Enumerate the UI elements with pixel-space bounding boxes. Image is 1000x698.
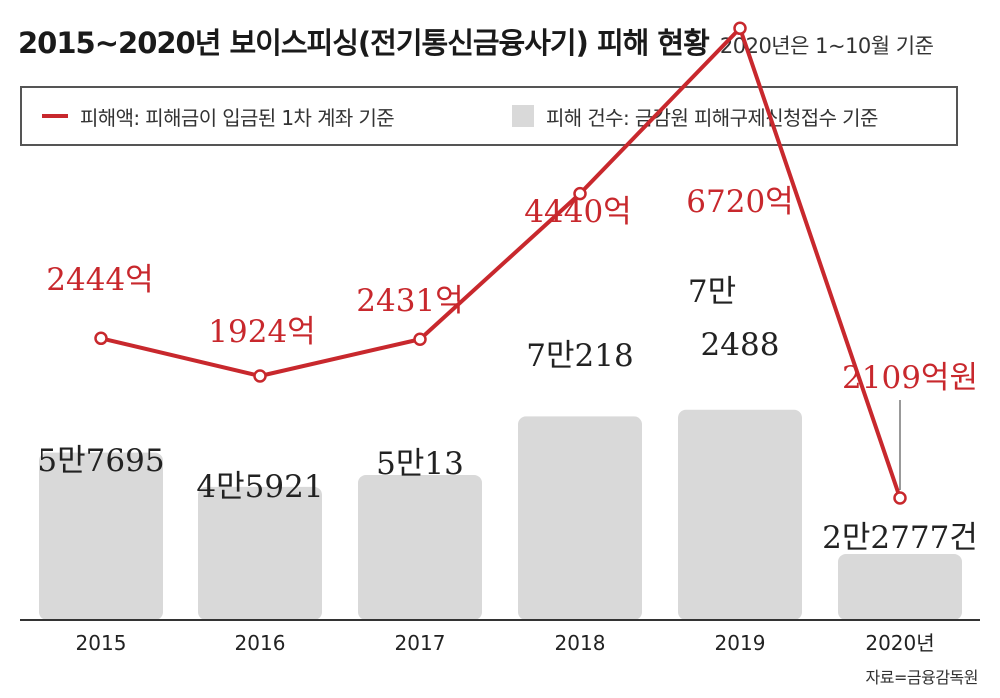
chart-title: 2015~2020년 보이스피싱(전기통신금융사기) 피해 현황 xyxy=(18,26,710,60)
bar-2016 xyxy=(198,486,322,620)
legend-line-swatch xyxy=(42,114,68,118)
bar-2017 xyxy=(358,474,482,620)
x-tick-label: 2019 xyxy=(715,631,766,655)
line-point-2017 xyxy=(413,332,427,346)
bar-2018 xyxy=(518,416,642,620)
legend-line-label: 피해액: 피해금이 입금된 1차 계좌 기준 xyxy=(80,105,395,130)
legend-item-line: 피해액: 피해금이 입금된 1차 계좌 기준 xyxy=(42,88,395,144)
line-value-label: 6720억 xyxy=(686,184,793,220)
bar-value-label: 5만13 xyxy=(376,446,464,482)
bar-2015 xyxy=(39,452,163,620)
damage-line xyxy=(100,26,902,499)
bar-value-label: 7만 xyxy=(688,274,736,310)
x-tick-label: 2018 xyxy=(555,631,606,655)
line-value-label: 2431억 xyxy=(356,283,463,319)
x-tick-label: 2020년 xyxy=(865,631,934,655)
line-point-2020년 xyxy=(893,491,907,505)
bar-2020년 xyxy=(838,553,962,620)
chart-subtitle: 2020년은 1~10월 기준 xyxy=(719,34,934,58)
x-tick-label: 2017 xyxy=(395,631,446,655)
bar-value-label: 5만7695 xyxy=(37,443,164,479)
x-tick-label: 2016 xyxy=(235,631,286,655)
legend-bar-swatch xyxy=(512,105,534,127)
source-note: 자료=금융감독원 xyxy=(865,668,979,687)
bar-value-label: 2488 xyxy=(701,327,780,363)
legend: 피해액: 피해금이 입금된 1차 계좌 기준 피해 건수: 금감원 피해구제신청… xyxy=(20,86,958,146)
line-value-label: 2109억원 xyxy=(842,360,978,396)
bar-value-label: 4만5921 xyxy=(196,469,323,505)
bar-value-label: 2만2777건 xyxy=(822,520,978,556)
line-value-label: 2444억 xyxy=(46,262,153,298)
line-point-2016 xyxy=(253,369,267,383)
legend-item-bar: 피해 건수: 금감원 피해구제신청접수 기준 xyxy=(512,88,878,144)
line-point-2019 xyxy=(733,21,747,36)
line-value-label: 4440억 xyxy=(524,194,631,230)
line-point-2015 xyxy=(94,331,108,346)
bar-2019 xyxy=(678,409,802,620)
bar-value-label: 7만218 xyxy=(526,338,633,374)
x-tick-label: 2015 xyxy=(76,631,127,655)
legend-bar-label: 피해 건수: 금감원 피해구제신청접수 기준 xyxy=(546,105,878,130)
line-point-2018 xyxy=(573,186,587,201)
title-row: 2015~2020년 보이스피싱(전기통신금융사기) 피해 현황 2020년은 … xyxy=(18,20,934,62)
line-value-label: 1924억 xyxy=(208,314,315,350)
